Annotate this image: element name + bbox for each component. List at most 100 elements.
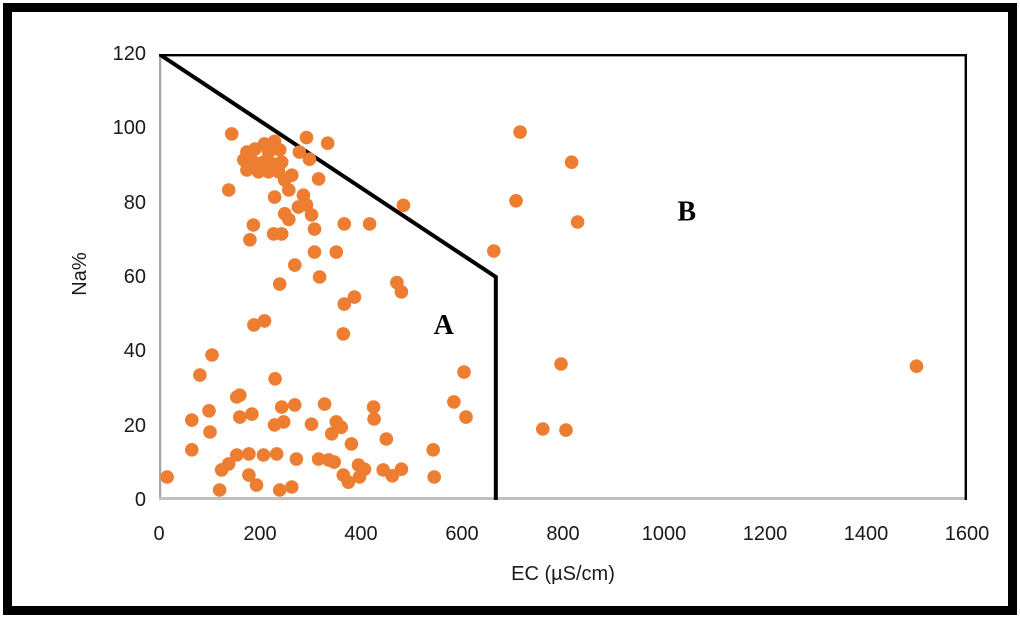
data-point (427, 470, 442, 484)
data-point (352, 470, 367, 484)
data-point (261, 165, 276, 179)
data-point (193, 368, 207, 382)
data-point (447, 395, 461, 409)
y-tick-label: 100 (112, 117, 146, 140)
data-point (336, 327, 351, 341)
data-point (311, 172, 326, 186)
data-point (337, 217, 352, 231)
y-axis-title: Na% (69, 252, 91, 296)
data-point (247, 318, 261, 332)
data-point (307, 222, 322, 236)
data-point (272, 277, 287, 291)
data-point (282, 183, 296, 197)
data-point (160, 470, 174, 484)
data-point (304, 417, 319, 432)
data-point (257, 314, 272, 328)
data-point (459, 410, 473, 424)
data-point (394, 462, 409, 477)
y-tick-label: 20 (123, 414, 146, 437)
data-point (212, 483, 227, 497)
data-point (334, 420, 349, 435)
data-point (249, 478, 264, 492)
data-point (224, 127, 239, 141)
data-point (362, 217, 377, 231)
data-point (288, 398, 302, 412)
data-point (320, 136, 335, 150)
data-point (554, 357, 568, 371)
data-point (274, 400, 289, 414)
x-tick-label: 0 (153, 523, 165, 545)
data-point (242, 447, 256, 461)
data-point (299, 130, 314, 145)
data-point (203, 425, 217, 439)
data-point (233, 410, 247, 424)
data-point (272, 143, 287, 157)
data-point (276, 415, 291, 429)
data-point (242, 468, 256, 482)
data-point (317, 397, 332, 411)
data-point (285, 480, 299, 494)
data-point (185, 413, 199, 427)
data-point (327, 455, 341, 469)
figure-border: Na% EC (µS/cm) 0 20 40 60 80 100 120 0 200 400 60… (3, 3, 1017, 615)
y-tick-label: 80 (123, 191, 146, 214)
data-point (240, 163, 254, 177)
data-point (261, 145, 276, 159)
data-point (185, 443, 199, 457)
data-point (292, 145, 307, 159)
data-point (347, 290, 362, 304)
data-point (230, 390, 244, 404)
data-point (221, 457, 236, 471)
x-tick-label: 1600 (944, 523, 990, 545)
x-tick-label: 200 (243, 523, 277, 545)
data-point (268, 372, 282, 386)
data-point (288, 258, 302, 272)
data-point (344, 437, 359, 451)
data-point (251, 165, 266, 179)
x-tick-label: 600 (445, 523, 479, 545)
data-point (487, 244, 501, 258)
data-point (426, 443, 441, 457)
data-point (396, 198, 411, 213)
data-point (513, 125, 527, 139)
region-boundary-line (159, 54, 498, 500)
data-point (329, 245, 344, 259)
data-point (394, 285, 409, 299)
data-point (311, 452, 326, 466)
data-point (559, 423, 573, 437)
data-point (230, 448, 244, 462)
data-point (367, 412, 381, 426)
data-point (221, 183, 236, 197)
data-point (509, 194, 523, 208)
data-point (379, 432, 394, 446)
data-point (341, 475, 356, 490)
data-point (269, 447, 284, 461)
data-point (457, 365, 471, 379)
data-point (909, 359, 924, 374)
x-tick-label: 400 (344, 523, 378, 545)
x-axis-title: EC (µS/cm) (511, 563, 615, 585)
data-point (289, 452, 304, 466)
plot-area: AB (159, 54, 967, 500)
data-point (307, 245, 322, 259)
data-point (202, 404, 216, 418)
y-tick-label: 40 (123, 340, 146, 363)
data-point (536, 422, 550, 436)
data-point (564, 155, 579, 169)
scatter-chart: Na% EC (µS/cm) 0 20 40 60 80 100 120 0 200 400 60… (12, 12, 1008, 606)
region-label-a: A (434, 310, 455, 341)
y-tick-label: 0 (134, 489, 146, 511)
region-label-b: B (677, 197, 696, 228)
x-tick-label: 1200 (742, 523, 788, 545)
x-tick-label: 800 (546, 523, 580, 545)
data-point (246, 218, 261, 232)
data-point (205, 348, 219, 362)
data-point (245, 407, 259, 421)
data-point (267, 190, 282, 204)
data-point (272, 483, 287, 497)
data-point (256, 448, 271, 462)
y-tick-label: 120 (112, 43, 146, 65)
data-point (291, 200, 306, 214)
data-point (337, 297, 352, 311)
